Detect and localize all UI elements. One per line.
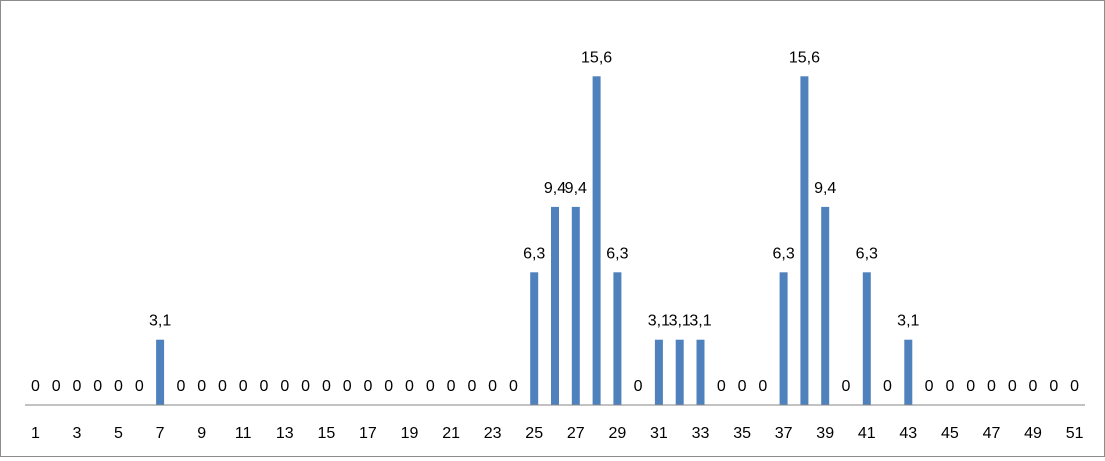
data-label-2: 0 bbox=[52, 378, 61, 395]
data-label-19: 0 bbox=[405, 378, 414, 395]
bar-28 bbox=[592, 76, 601, 406]
x-tick-label-29: 29 bbox=[609, 425, 627, 442]
bar-41 bbox=[862, 272, 871, 405]
data-label-32: 3,1 bbox=[669, 313, 691, 330]
data-label-30: 0 bbox=[634, 378, 643, 395]
data-label-45: 0 bbox=[945, 378, 954, 395]
data-label-24: 0 bbox=[509, 378, 518, 395]
data-label-11: 0 bbox=[239, 378, 248, 395]
x-tick-label-7: 7 bbox=[156, 425, 165, 442]
data-label-22: 0 bbox=[467, 378, 476, 395]
data-label-33: 3,1 bbox=[689, 313, 711, 330]
x-tick-label-37: 37 bbox=[775, 425, 793, 442]
data-label-17: 0 bbox=[363, 378, 372, 395]
bar-29 bbox=[613, 272, 622, 405]
data-label-27: 9,4 bbox=[565, 180, 587, 197]
bars-layer bbox=[156, 76, 913, 406]
data-label-1: 0 bbox=[31, 378, 40, 395]
data-label-29: 6,3 bbox=[606, 245, 628, 262]
x-tick-label-15: 15 bbox=[318, 425, 336, 442]
data-label-39: 9,4 bbox=[814, 180, 836, 197]
x-tick-label-19: 19 bbox=[401, 425, 419, 442]
x-tick-label-21: 21 bbox=[442, 425, 460, 442]
x-tick-label-51: 51 bbox=[1066, 425, 1084, 442]
x-tick-label-41: 41 bbox=[858, 425, 876, 442]
data-label-12: 0 bbox=[260, 378, 269, 395]
data-label-28: 15,6 bbox=[581, 49, 612, 66]
data-labels-layer: 0 0 0 0 0 03,10 0 0 0 0 0 0 0 0 0 0 0 0 0 0 0 06,39,49,415,66… bbox=[31, 49, 1079, 395]
data-label-47: 0 bbox=[987, 378, 996, 395]
bar-33 bbox=[696, 339, 705, 405]
x-tick-label-49: 49 bbox=[1024, 425, 1042, 442]
x-tick-label-45: 45 bbox=[941, 425, 959, 442]
bar-27 bbox=[571, 206, 580, 405]
data-label-35: 0 bbox=[738, 378, 747, 395]
bar-37 bbox=[779, 272, 788, 405]
data-label-44: 0 bbox=[925, 378, 934, 395]
x-tick-label-31: 31 bbox=[650, 425, 668, 442]
data-label-31: 3,1 bbox=[648, 313, 670, 330]
x-tick-label-25: 25 bbox=[525, 425, 543, 442]
data-label-50: 0 bbox=[1049, 378, 1058, 395]
x-tick-label-3: 3 bbox=[73, 425, 82, 442]
data-label-23: 0 bbox=[488, 378, 497, 395]
bar-25 bbox=[530, 272, 539, 405]
data-label-18: 0 bbox=[384, 378, 393, 395]
x-tick-label-35: 35 bbox=[733, 425, 751, 442]
bar-32 bbox=[675, 339, 684, 405]
data-label-41: 6,3 bbox=[856, 245, 878, 262]
x-tick-label-5: 5 bbox=[114, 425, 123, 442]
bar-31 bbox=[654, 339, 663, 405]
bar-7 bbox=[156, 339, 165, 405]
data-label-26: 9,4 bbox=[544, 180, 566, 197]
data-label-10: 0 bbox=[218, 378, 227, 395]
x-tick-label-13: 13 bbox=[276, 425, 294, 442]
x-tick-label-9: 9 bbox=[197, 425, 206, 442]
bar-26 bbox=[551, 206, 559, 405]
x-tick-label-27: 27 bbox=[567, 425, 585, 442]
data-label-20: 0 bbox=[426, 378, 435, 395]
bar-38 bbox=[800, 76, 809, 406]
data-label-46: 0 bbox=[966, 378, 975, 395]
data-label-8: 0 bbox=[176, 378, 185, 395]
data-label-40: 0 bbox=[842, 378, 851, 395]
x-tick-label-43: 43 bbox=[899, 425, 917, 442]
data-label-13: 0 bbox=[280, 378, 289, 395]
data-label-37: 6,3 bbox=[772, 245, 794, 262]
data-label-51: 0 bbox=[1070, 378, 1079, 395]
x-tick-label-47: 47 bbox=[983, 425, 1001, 442]
bar-39 bbox=[821, 206, 830, 405]
data-label-16: 0 bbox=[343, 378, 352, 395]
x-tick-label-17: 17 bbox=[359, 425, 377, 442]
x-tick-label-11: 11 bbox=[235, 425, 252, 442]
data-label-48: 0 bbox=[1008, 378, 1017, 395]
data-label-7: 3,1 bbox=[149, 313, 171, 330]
x-tick-label-1: 1 bbox=[31, 425, 40, 442]
data-label-38: 15,6 bbox=[789, 49, 820, 66]
x-tick-label-23: 23 bbox=[484, 425, 502, 442]
data-label-34: 0 bbox=[717, 378, 726, 395]
data-label-9: 0 bbox=[197, 378, 206, 395]
data-label-43: 3,1 bbox=[897, 313, 919, 330]
data-label-6: 0 bbox=[135, 378, 144, 395]
x-tick-labels-layer: 1 3 5 7 9 11 13 15 17 19 21 23 25 27 29 31 33 35 37 39 41 43 4… bbox=[31, 425, 1084, 442]
data-label-21: 0 bbox=[447, 378, 456, 395]
data-label-36: 0 bbox=[758, 378, 767, 395]
x-tick-label-39: 39 bbox=[816, 425, 834, 442]
data-label-49: 0 bbox=[1029, 378, 1038, 395]
bar-43 bbox=[904, 339, 913, 405]
data-label-14: 0 bbox=[301, 378, 310, 395]
data-label-4: 0 bbox=[93, 378, 102, 395]
data-label-5: 0 bbox=[114, 378, 123, 395]
data-label-42: 0 bbox=[883, 378, 892, 395]
data-label-3: 0 bbox=[73, 378, 82, 395]
x-tick-label-33: 33 bbox=[692, 425, 710, 442]
data-label-25: 6,3 bbox=[523, 245, 545, 262]
data-label-15: 0 bbox=[322, 378, 331, 395]
